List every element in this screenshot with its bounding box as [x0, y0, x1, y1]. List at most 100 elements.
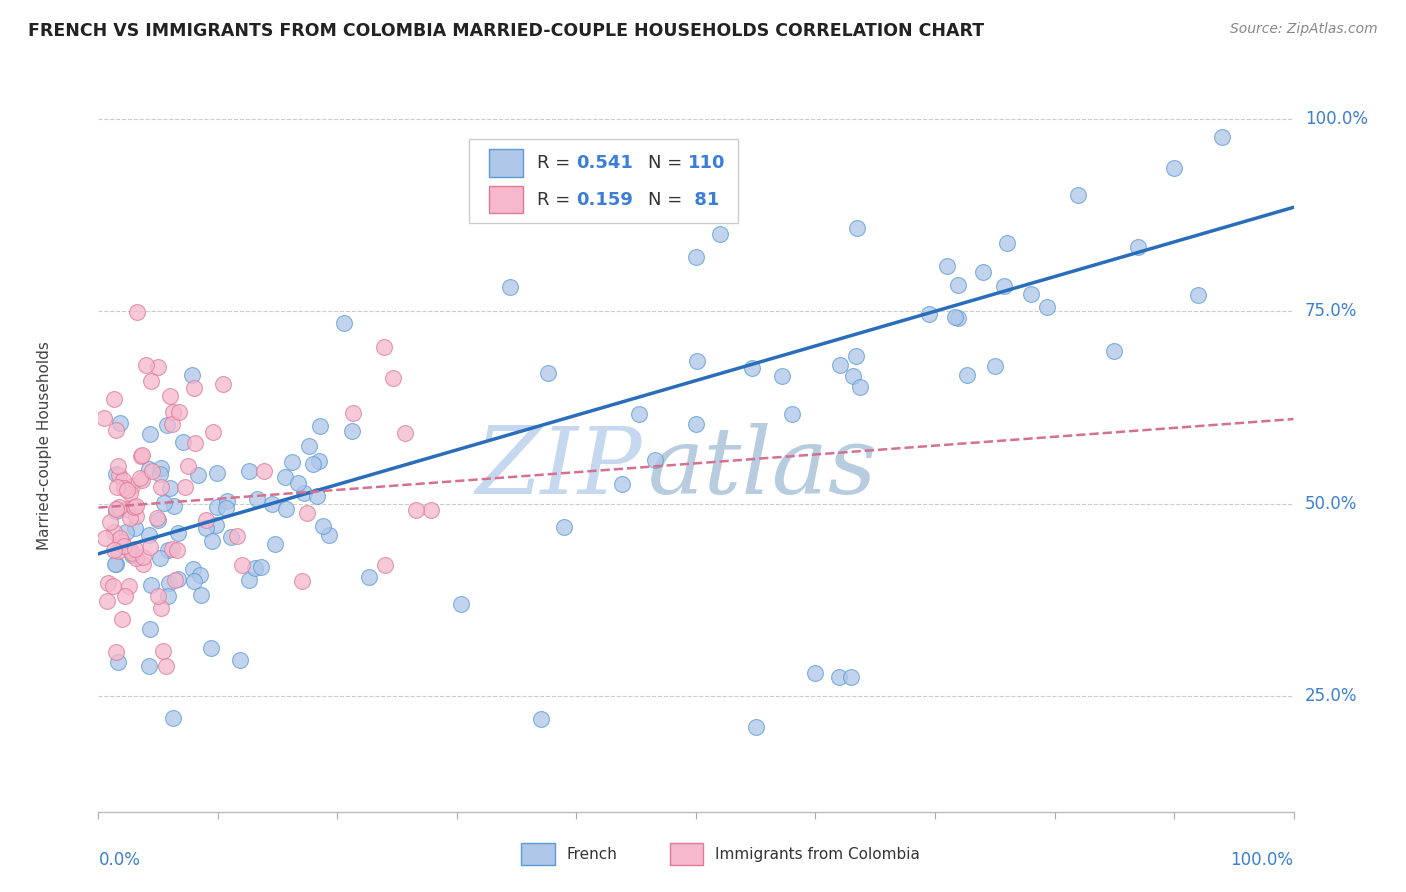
Bar [669, 843, 703, 865]
Point [107, 467, 129, 482]
Point [111, 535, 134, 549]
Point [132, 550, 155, 565]
Point [450, 597, 472, 611]
Point [125, 509, 148, 524]
Point [139, 426, 162, 441]
Point [148, 359, 170, 374]
Point [132, 557, 155, 571]
Text: N =: N = [648, 154, 688, 172]
Text: Immigrants from Colombia: Immigrants from Colombia [716, 847, 920, 862]
Point [1128, 240, 1150, 254]
Point [741, 361, 763, 376]
Point [709, 227, 731, 242]
Point [162, 417, 184, 431]
Point [105, 501, 128, 516]
Point [281, 455, 304, 469]
Point [141, 464, 163, 478]
Point [163, 499, 186, 513]
Point [138, 528, 160, 542]
Point [118, 542, 141, 557]
Point [121, 479, 143, 493]
Point [103, 557, 125, 571]
Point [97, 575, 120, 590]
Point [105, 557, 128, 571]
Point [946, 277, 969, 292]
Text: Source: ZipAtlas.com: Source: ZipAtlas.com [1230, 22, 1378, 37]
Text: N =: N = [648, 191, 688, 209]
Point [103, 543, 125, 558]
Point [238, 573, 260, 587]
Point [332, 316, 354, 330]
Point [297, 506, 319, 520]
Point [125, 499, 148, 513]
Point [121, 546, 143, 560]
Point [201, 425, 224, 439]
Point [120, 511, 142, 525]
Text: 75.0%: 75.0% [1305, 302, 1357, 320]
Point [169, 405, 191, 419]
Point [1067, 188, 1090, 202]
Point [184, 435, 207, 450]
Point [201, 533, 224, 548]
Point [274, 470, 297, 484]
Point [135, 358, 157, 372]
Point [188, 568, 211, 582]
Point [117, 483, 139, 497]
Point [105, 504, 128, 518]
Point [644, 452, 666, 467]
Point [183, 381, 205, 395]
Point [530, 712, 553, 726]
Point [298, 440, 321, 454]
Point [93, 410, 115, 425]
Point [174, 480, 197, 494]
Point [828, 670, 851, 684]
Point [215, 501, 238, 516]
Point [122, 500, 145, 514]
Point [105, 467, 128, 482]
Point [121, 549, 143, 563]
Point [117, 578, 139, 592]
Point [745, 720, 768, 734]
Point [211, 377, 233, 392]
Point [845, 349, 868, 363]
Point [357, 570, 380, 584]
Point [148, 589, 170, 603]
Point [149, 550, 172, 565]
Point [108, 417, 131, 431]
Point [114, 524, 136, 539]
Point [105, 480, 128, 494]
Point [308, 454, 330, 468]
Point [842, 368, 865, 383]
Point [229, 652, 252, 666]
Point [124, 541, 146, 556]
Text: atlas: atlas [648, 423, 877, 513]
Point [250, 559, 273, 574]
Point [225, 529, 247, 543]
Point [215, 493, 238, 508]
Point [342, 424, 364, 438]
Text: 25.0%: 25.0% [1305, 687, 1357, 706]
Point [131, 474, 153, 488]
Point [1019, 287, 1042, 301]
Point [309, 419, 332, 434]
Bar [489, 149, 523, 177]
Text: R =: R = [537, 154, 576, 172]
Point [124, 521, 146, 535]
Point [167, 525, 190, 540]
Point [149, 467, 172, 482]
Point [149, 480, 172, 494]
Point [685, 251, 707, 265]
Point [405, 502, 427, 516]
Point [162, 404, 184, 418]
Point [156, 590, 179, 604]
Point [138, 462, 160, 476]
Point [159, 389, 181, 403]
Point [264, 536, 287, 550]
Point [1035, 300, 1057, 314]
Point [420, 502, 443, 516]
Point [117, 502, 139, 516]
Point [780, 408, 803, 422]
Point [107, 458, 129, 473]
Text: 50.0%: 50.0% [1305, 495, 1357, 513]
Point [995, 235, 1018, 250]
